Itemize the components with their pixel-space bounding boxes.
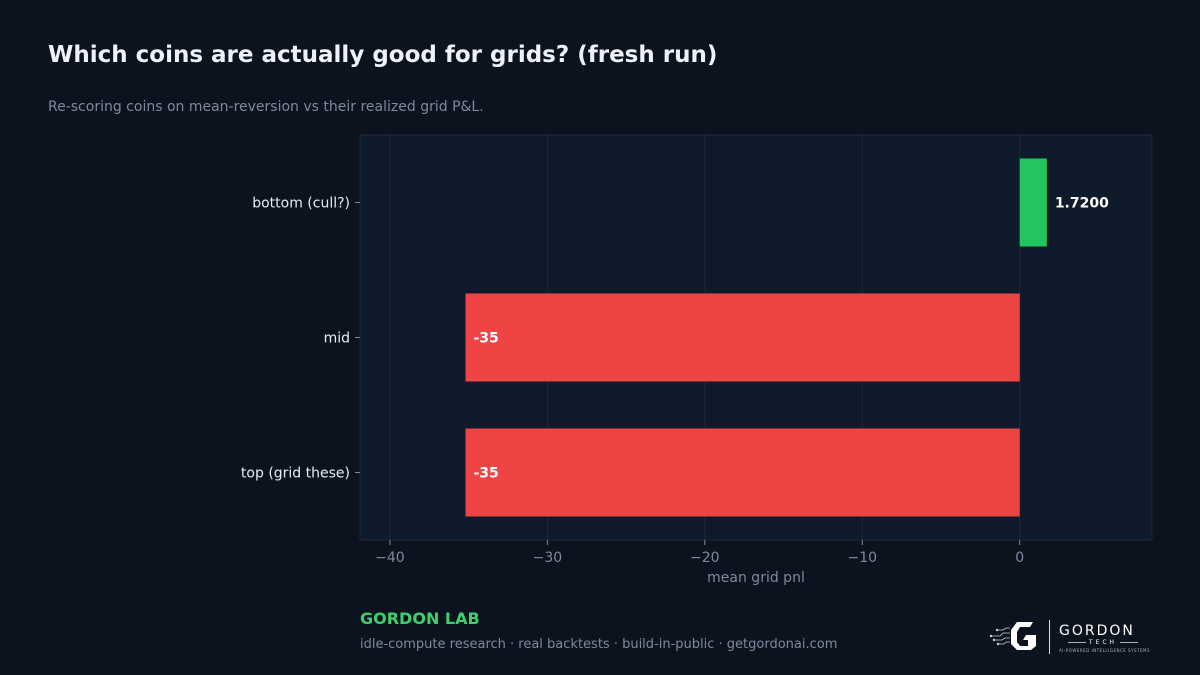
y-tick-label: mid: [324, 331, 350, 347]
data-label: -35: [473, 331, 498, 347]
x-tick-label: −30: [533, 550, 563, 566]
chart-title: Which coins are actually good for grids?…: [48, 42, 718, 68]
logo-divider: [1049, 620, 1050, 654]
bar-chart: 1.7200 -35 -35 bottom (cull?) mid top (grid …: [241, 134, 1153, 586]
logo-subtext: TECH: [1059, 639, 1147, 646]
y-tick-label: bottom (cull?): [252, 196, 350, 212]
x-axis: −40 −30 −20 −10 0: [375, 540, 1024, 566]
bars: 1.7200 -35 -35: [465, 158, 1109, 517]
footer-tagline: idle-compute research · real backtests ·…: [360, 637, 838, 652]
footer-lab-name: GORDON LAB: [360, 609, 480, 628]
y-axis: bottom (cull?) mid top (grid these): [241, 196, 360, 482]
x-axis-title: mean grid pnl: [707, 570, 805, 586]
bar: [465, 293, 1020, 382]
data-label: -35: [473, 466, 498, 482]
x-tick-label: −40: [375, 550, 405, 566]
logo-wordmark: GORDON: [1059, 623, 1135, 639]
y-tick-label: top (grid these): [241, 466, 350, 482]
gordon-tech-logo: GORDON TECH AI-POWERED INTELLIGENCE SYST…: [988, 616, 1153, 658]
logo-g-mark-icon: [989, 622, 1036, 650]
data-label: 1.7200: [1055, 196, 1109, 212]
x-tick-label: −20: [690, 550, 720, 566]
logo-tagline: AI-POWERED INTELLIGENCE SYSTEMS: [1059, 648, 1151, 653]
x-tick-label: 0: [1015, 550, 1024, 566]
bar: [465, 428, 1020, 517]
bar: [1019, 158, 1047, 247]
chart-subtitle: Re-scoring coins on mean-reversion vs th…: [48, 99, 484, 115]
x-tick-label: −10: [848, 550, 878, 566]
